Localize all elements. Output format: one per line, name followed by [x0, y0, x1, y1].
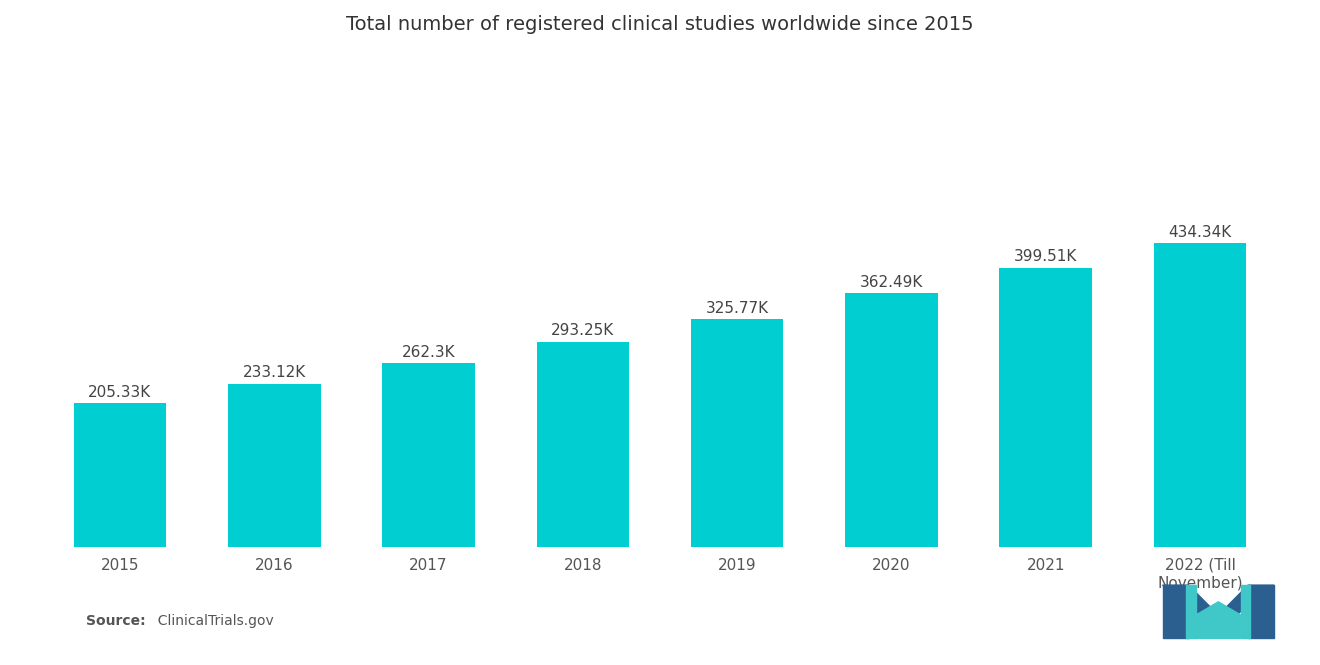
Text: 325.77K: 325.77K	[706, 301, 768, 316]
Polygon shape	[1218, 585, 1274, 615]
Bar	[999, 267, 1092, 547]
Text: 362.49K: 362.49K	[859, 275, 923, 290]
Bar	[228, 384, 321, 547]
Bar	[845, 293, 937, 547]
Title: Total number of registered clinical studies worldwide since 2015: Total number of registered clinical stud…	[346, 15, 974, 34]
Bar	[74, 403, 166, 547]
Polygon shape	[1163, 585, 1218, 615]
Text: Source:: Source:	[86, 614, 145, 628]
Text: 293.25K: 293.25K	[552, 323, 615, 338]
Bar	[1241, 585, 1250, 638]
Text: 205.33K: 205.33K	[88, 385, 152, 400]
Bar	[690, 319, 784, 547]
Bar	[1187, 585, 1196, 638]
Bar	[1154, 243, 1246, 547]
Text: ClinicalTrials.gov: ClinicalTrials.gov	[149, 614, 275, 628]
Text: 399.51K: 399.51K	[1014, 249, 1077, 264]
Text: 233.12K: 233.12K	[243, 365, 306, 380]
Bar	[1249, 585, 1274, 638]
Bar	[1163, 585, 1189, 638]
Text: 434.34K: 434.34K	[1168, 225, 1232, 240]
Polygon shape	[1196, 602, 1241, 638]
Bar	[383, 364, 475, 547]
Text: 262.3K: 262.3K	[401, 345, 455, 360]
Bar	[536, 342, 630, 547]
